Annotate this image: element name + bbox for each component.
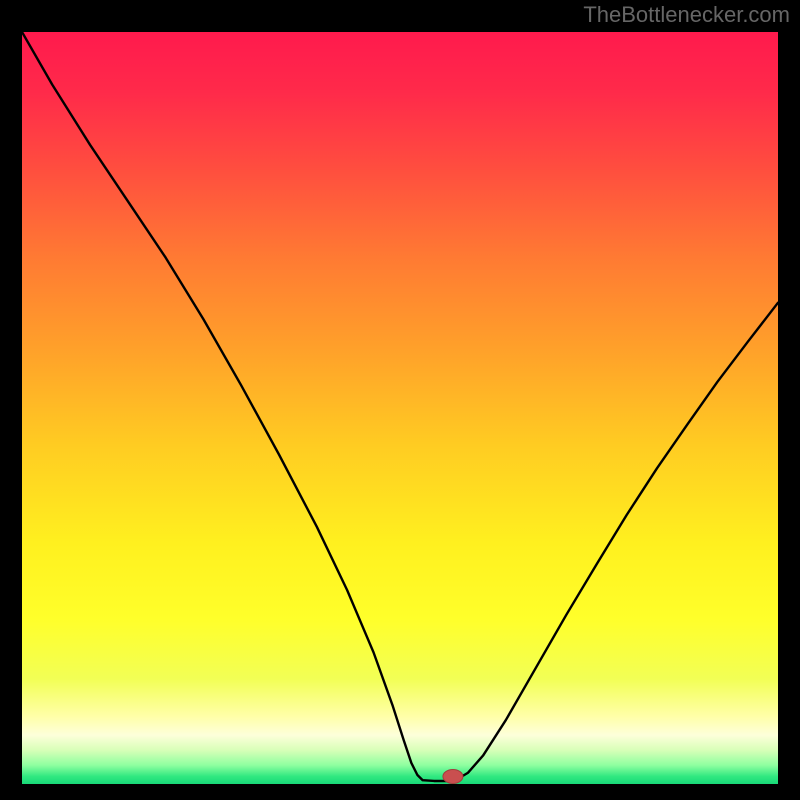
watermark-text: TheBottlenecker.com [583,2,790,28]
bottleneck-curve [22,32,778,781]
bottleneck-chart [22,32,778,784]
bottleneck-marker [443,769,463,783]
bottleneck-curve-svg [22,32,778,784]
